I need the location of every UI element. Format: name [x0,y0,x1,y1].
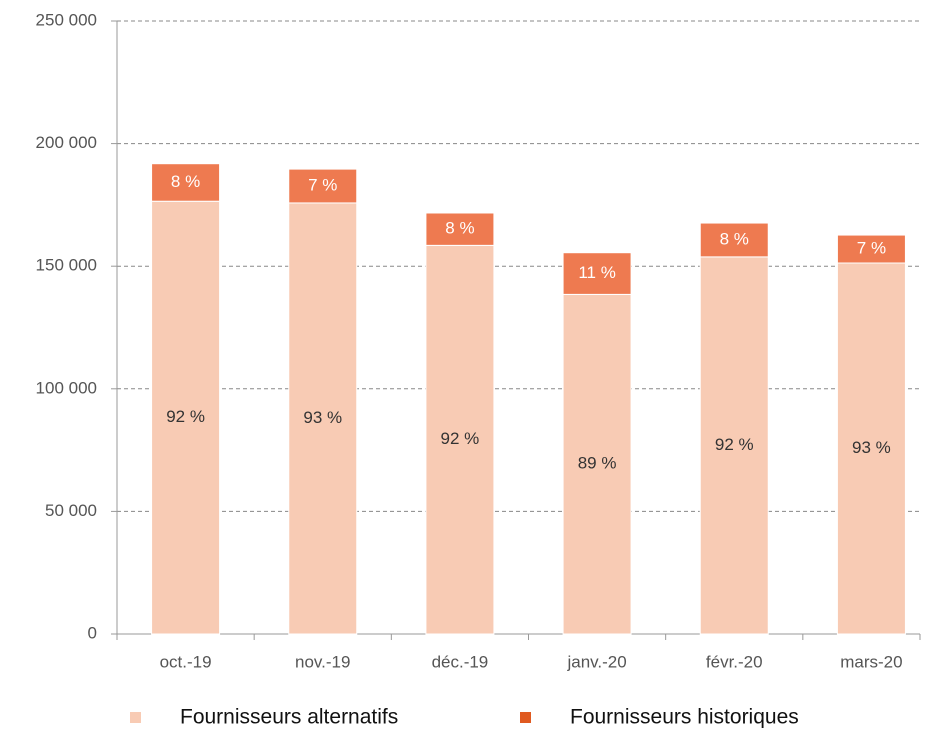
bar-segment [151,200,221,635]
share-label: 8 % [445,219,474,238]
share-label: 93 % [303,408,342,427]
x-tick-label: mars-20 [840,652,902,671]
share-label: 89 % [578,454,617,473]
bar-segment [425,244,495,635]
bar-segment [288,202,358,635]
x-tick-label: oct.-19 [160,652,212,671]
share-label: 7 % [308,176,337,195]
legend-label: Fournisseurs historiques [570,706,799,729]
share-label: 7 % [857,239,886,258]
bar-segment [562,252,632,295]
legend-marker [520,712,531,723]
legend-marker [130,712,141,723]
bar-segment [836,234,906,264]
y-tick-label: 50 000 [45,501,97,520]
bar-segment [151,163,221,202]
x-tick-label: nov.-19 [295,652,350,671]
bar-segment [699,256,769,635]
y-tick-label: 250 000 [36,10,97,29]
share-label: 11 % [578,263,616,282]
bar-segment [836,262,906,635]
bar-segment [288,168,358,204]
bar-segment [425,212,495,246]
x-tick-label: janv.-20 [566,652,626,671]
share-label: 8 % [720,229,749,248]
share-label: 92 % [441,429,480,448]
share-label: 8 % [171,172,200,191]
x-tick-label: févr.-20 [706,652,763,671]
share-label: 92 % [715,435,754,454]
x-tick-label: déc.-19 [432,652,489,671]
y-tick-label: 200 000 [36,133,97,152]
bar-segment [562,293,632,635]
y-tick-label: 100 000 [36,378,97,397]
share-label: 92 % [166,407,205,426]
legend-label: Fournisseurs alternatifs [180,706,398,729]
y-tick-label: 0 [88,623,97,642]
share-label: 93 % [852,438,891,457]
y-tick-label: 150 000 [36,256,97,275]
bar-segment [699,222,769,258]
